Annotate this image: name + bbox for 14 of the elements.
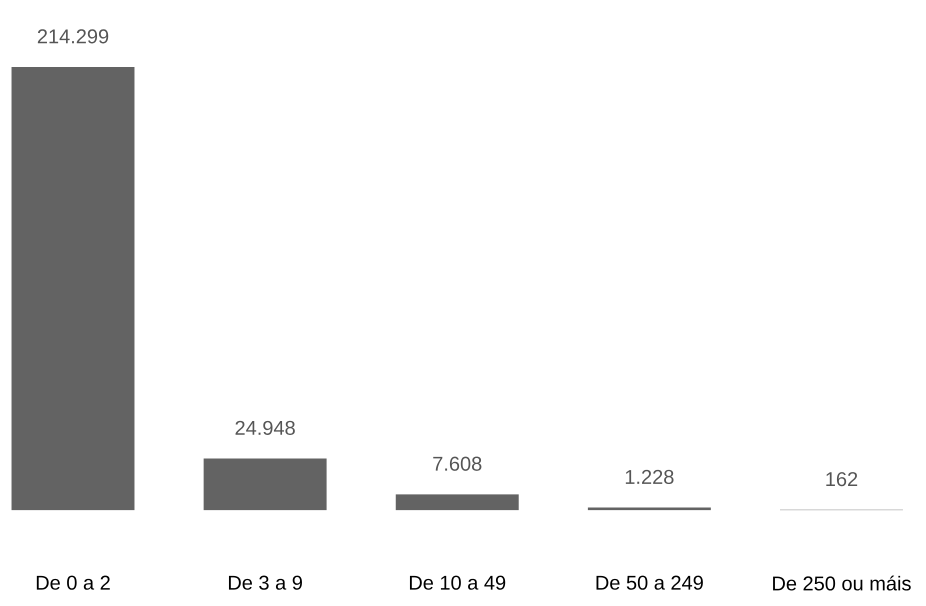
data-label: 162 — [826, 472, 858, 486]
bar — [204, 458, 327, 510]
bar — [588, 508, 711, 510]
data-label: 7.608 — [433, 456, 482, 471]
x-tick-label: De 250 ou máis — [773, 576, 911, 590]
x-tick-label: De 0 a 2 — [36, 576, 110, 590]
x-tick-label: De 3 a 9 — [228, 576, 302, 590]
data-label: 24.948 — [236, 420, 295, 435]
x-tick-label: De 10 a 49 — [410, 576, 506, 590]
bar — [12, 66, 134, 510]
data-label: 214.299 — [38, 29, 108, 44]
data-label: 1.228 — [626, 470, 674, 484]
bar — [396, 494, 519, 510]
x-tick-label: De 50 a 249 — [596, 576, 703, 590]
